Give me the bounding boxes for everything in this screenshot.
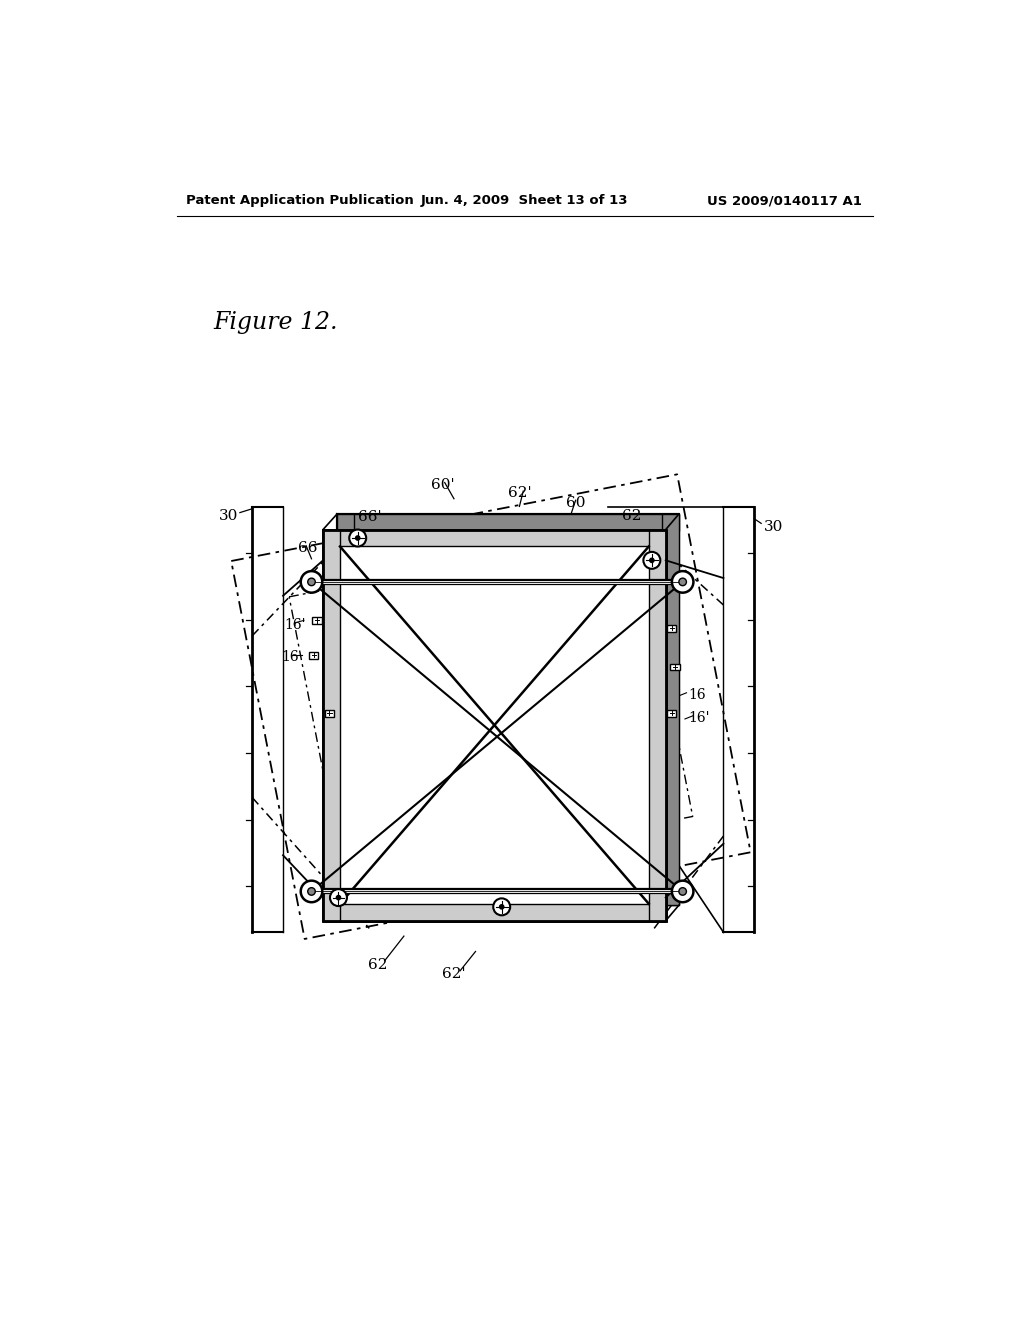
- Circle shape: [308, 887, 315, 895]
- Text: 16': 16': [689, 711, 711, 725]
- Text: US 2009/0140117 A1: US 2009/0140117 A1: [708, 194, 862, 207]
- Bar: [337, 888, 679, 906]
- Circle shape: [500, 904, 504, 909]
- Bar: [312, 618, 322, 624]
- Bar: [323, 529, 666, 921]
- Bar: [309, 652, 318, 659]
- Bar: [649, 529, 666, 921]
- Text: Patent Application Publication: Patent Application Publication: [186, 194, 414, 207]
- Bar: [671, 664, 680, 671]
- Text: 66: 66: [298, 541, 317, 556]
- Circle shape: [679, 578, 686, 586]
- Circle shape: [494, 899, 510, 915]
- Circle shape: [650, 558, 654, 562]
- Text: 16: 16: [282, 651, 299, 664]
- Text: Jun. 4, 2009  Sheet 13 of 13: Jun. 4, 2009 Sheet 13 of 13: [421, 194, 629, 207]
- Bar: [337, 515, 679, 531]
- Text: 60: 60: [565, 496, 585, 510]
- Circle shape: [301, 572, 323, 593]
- Circle shape: [301, 880, 323, 903]
- Circle shape: [349, 529, 367, 546]
- Text: 62: 62: [368, 958, 387, 972]
- Text: 30: 30: [219, 508, 239, 523]
- Circle shape: [336, 895, 341, 900]
- Bar: [337, 515, 679, 906]
- Bar: [323, 904, 666, 921]
- Text: 16': 16': [285, 618, 306, 632]
- Bar: [337, 515, 354, 906]
- Text: 62: 62: [622, 508, 641, 523]
- Circle shape: [355, 536, 359, 540]
- Circle shape: [308, 578, 315, 586]
- Bar: [668, 710, 677, 717]
- Circle shape: [643, 552, 660, 569]
- Text: 66': 66': [357, 511, 381, 524]
- Text: 62': 62': [508, 486, 531, 500]
- Bar: [323, 529, 340, 921]
- Text: 60': 60': [431, 478, 455, 492]
- Circle shape: [672, 880, 693, 903]
- Text: 62': 62': [442, 966, 466, 981]
- Text: 30: 30: [764, 520, 783, 535]
- Text: Figure 12.: Figure 12.: [214, 312, 338, 334]
- Circle shape: [330, 890, 347, 906]
- Text: 16: 16: [689, 688, 707, 702]
- Bar: [668, 626, 677, 632]
- Circle shape: [679, 887, 686, 895]
- Bar: [662, 515, 679, 906]
- Circle shape: [672, 572, 693, 593]
- Bar: [325, 710, 334, 717]
- Bar: [323, 529, 666, 546]
